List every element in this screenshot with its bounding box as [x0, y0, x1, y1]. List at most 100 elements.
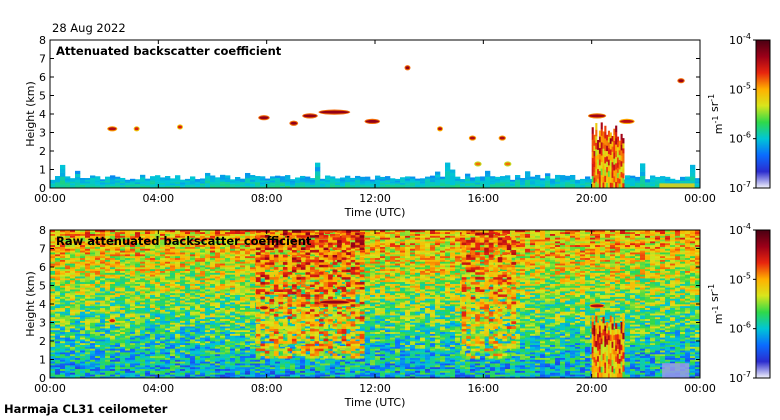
heatmap-cell	[606, 145, 609, 152]
heatmap-cell	[265, 326, 271, 329]
heatmap-cell	[460, 359, 466, 362]
heatmap-cell	[90, 339, 96, 342]
heatmap-cell	[405, 346, 411, 349]
heatmap-cell	[245, 172, 251, 176]
heatmap-cell	[290, 353, 296, 357]
heatmap-cell	[200, 337, 206, 340]
heatmap-cell	[220, 355, 226, 358]
heatmap-cell	[680, 329, 686, 333]
heatmap-cell	[380, 178, 386, 181]
heatmap-cell	[180, 359, 186, 362]
heatmap-cell	[575, 339, 581, 342]
heatmap-cell	[365, 368, 371, 371]
heatmap-cell	[485, 361, 491, 364]
heatmap-cell	[560, 374, 566, 377]
heatmap-cell	[375, 368, 381, 371]
heatmap-cell	[375, 183, 381, 187]
heatmap-cell	[200, 368, 206, 371]
heatmap-cell	[560, 179, 566, 182]
heatmap-cell	[170, 357, 176, 360]
heatmap-cell	[685, 352, 691, 355]
heatmap-cell	[365, 339, 371, 342]
heatmap-cell	[80, 328, 86, 331]
heatmap-cell	[625, 175, 631, 178]
heatmap-cell	[660, 337, 666, 340]
heatmap-cell	[255, 374, 261, 377]
heatmap-cell	[625, 366, 631, 370]
heatmap-cell	[95, 326, 101, 329]
heatmap-cell	[520, 331, 526, 334]
heatmap-cell	[390, 376, 396, 379]
heatmap-cell	[410, 352, 416, 355]
heatmap-cell	[515, 328, 521, 331]
heatmap-cell	[145, 335, 151, 338]
heatmap-cell	[450, 366, 456, 370]
heatmap-cell	[593, 145, 596, 152]
heatmap-cell	[635, 365, 641, 368]
heatmap-cell	[175, 344, 181, 347]
heatmap-cell	[160, 337, 166, 340]
heatmap-cell	[565, 329, 571, 333]
heatmap-cell	[665, 180, 671, 183]
heatmap-cell	[425, 186, 431, 189]
heatmap-cell	[622, 148, 625, 154]
heatmap-cell	[616, 157, 620, 163]
heatmap-cell	[598, 147, 601, 154]
heatmap-cell	[445, 370, 451, 373]
heatmap-cell	[260, 329, 266, 333]
heatmap-cell	[110, 181, 116, 185]
heatmap-cell	[345, 348, 351, 351]
heatmap-cell	[325, 359, 331, 362]
heatmap-cell	[550, 374, 556, 377]
heatmap-cell	[655, 368, 661, 371]
heatmap-cell	[495, 180, 501, 183]
heatmap-cell	[220, 337, 226, 340]
heatmap-cell	[310, 372, 316, 375]
heatmap-cell	[480, 326, 486, 329]
heatmap-cell	[100, 337, 106, 340]
heatmap-cell	[550, 344, 556, 347]
heatmap-cell	[385, 352, 391, 355]
heatmap-cell	[265, 178, 271, 181]
heatmap-cell	[350, 331, 356, 334]
heatmap-cell	[400, 342, 406, 345]
heatmap-cell	[290, 366, 296, 370]
heatmap-cell	[110, 363, 116, 366]
panel-title: Attenuated backscatter coefficient	[56, 44, 282, 58]
heatmap-cell	[475, 184, 481, 187]
heatmap-cell	[375, 374, 381, 377]
heatmap-cell	[670, 328, 676, 331]
heatmap-cell	[609, 165, 612, 172]
heatmap-cell	[385, 322, 391, 325]
heatmap-cell	[465, 363, 471, 366]
heatmap-cell	[593, 150, 596, 157]
heatmap-cell	[240, 372, 246, 375]
heatmap-cell	[560, 350, 566, 353]
heatmap-cell	[380, 344, 386, 347]
heatmap-cell	[135, 348, 141, 351]
heatmap-cell	[390, 339, 396, 342]
heatmap-cell	[550, 335, 556, 338]
heatmap-cell	[440, 376, 446, 379]
heatmap-cell	[255, 350, 261, 353]
heatmap-cell	[125, 350, 131, 353]
heatmap-cell	[145, 326, 151, 329]
heatmap-cell	[70, 184, 76, 187]
heatmap-cell	[160, 361, 166, 364]
heatmap-cell	[145, 376, 151, 379]
heatmap-cell	[85, 355, 91, 358]
heatmap-cell	[445, 339, 451, 342]
heatmap-cell	[695, 357, 701, 360]
heatmap-cell	[150, 357, 156, 360]
heatmap-cell	[90, 177, 96, 180]
heatmap-cell	[360, 180, 366, 183]
heatmap-cell	[130, 363, 136, 366]
heatmap-cell	[515, 353, 521, 357]
heatmap-cell	[170, 344, 176, 347]
heatmap-cell	[180, 333, 186, 336]
heatmap-cell	[455, 363, 461, 366]
heatmap-cell	[140, 372, 146, 375]
heatmap-cell	[520, 357, 526, 360]
heatmap-cell	[485, 352, 491, 355]
heatmap-cell	[320, 178, 326, 181]
